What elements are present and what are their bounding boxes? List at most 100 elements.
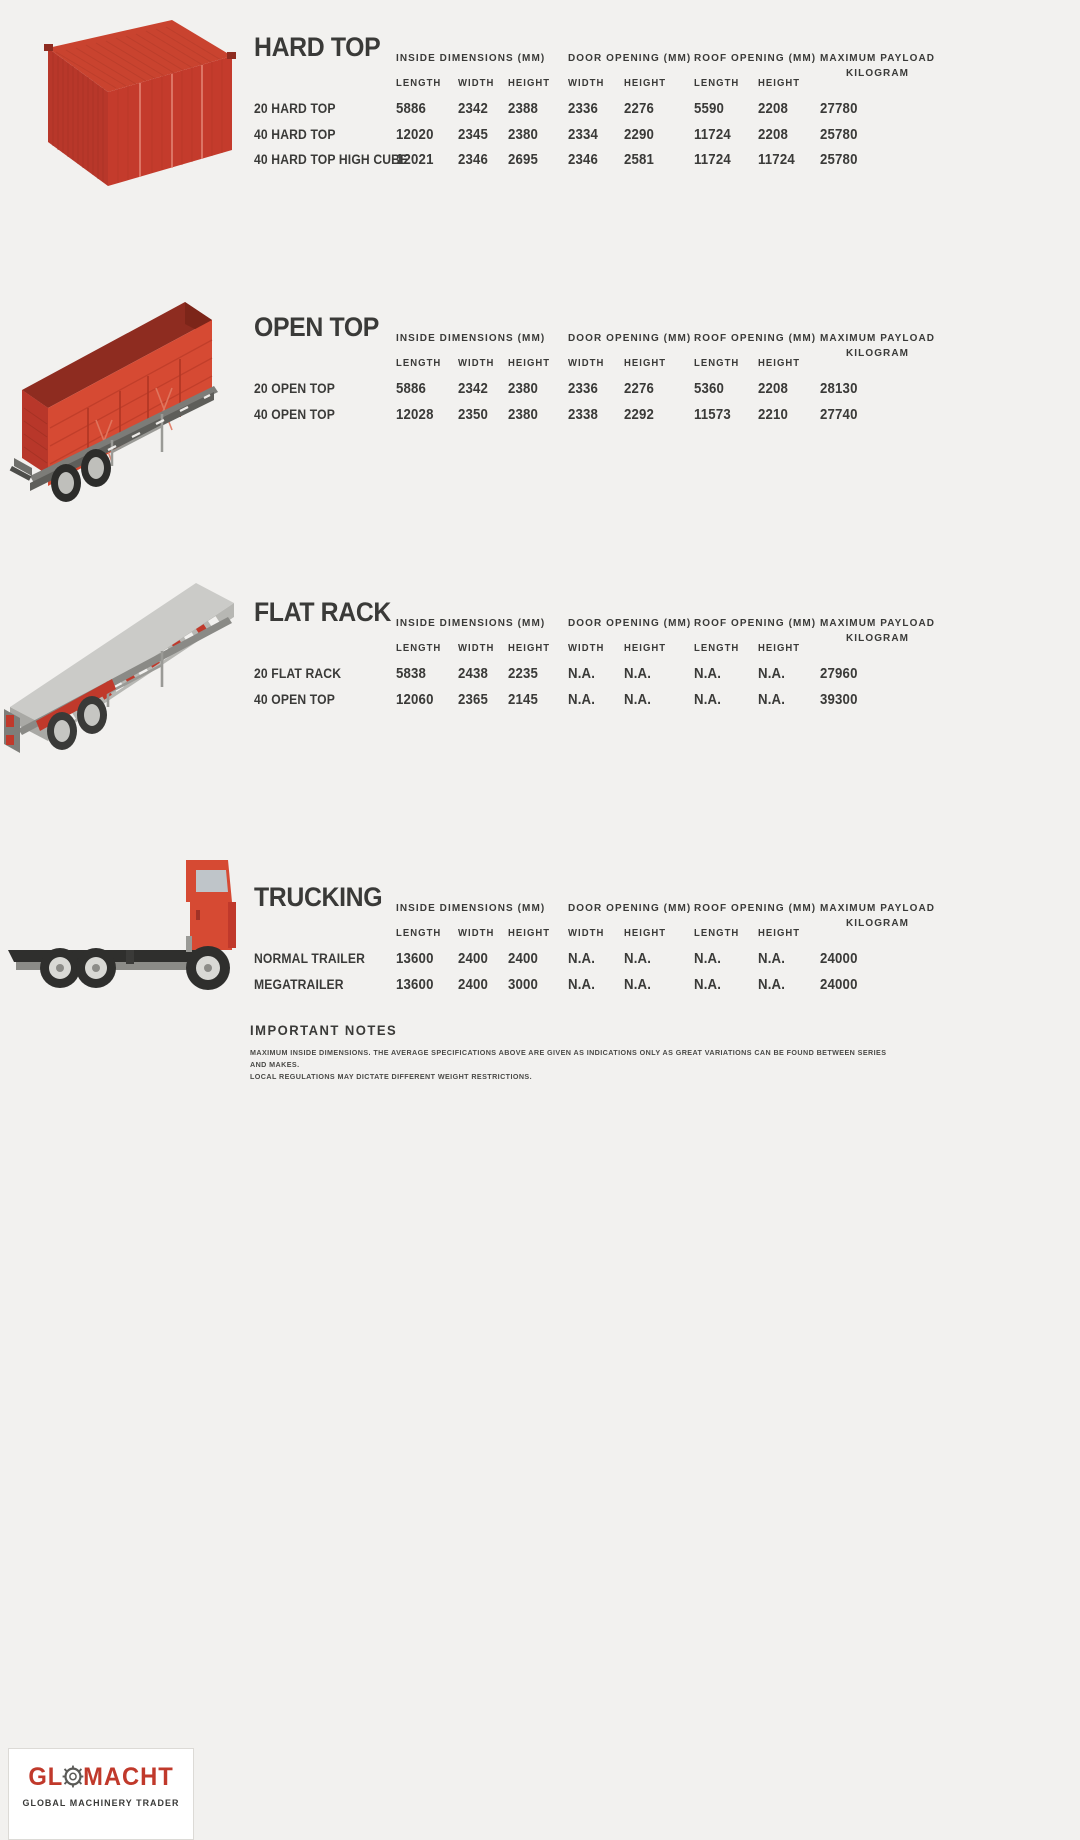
table-cell: N.A. — [758, 665, 786, 682]
table-cell: 2208 — [758, 125, 789, 143]
table-cell: N.A. — [758, 690, 786, 708]
table-cell: N.A. — [568, 975, 596, 993]
column-sub-header: WIDTH — [568, 643, 605, 654]
section-title-flatrack: FLAT RACK — [254, 597, 391, 627]
column-group-header: INSIDE DIMENSIONS (MM) — [396, 902, 546, 914]
table-cell: 27780 — [820, 100, 858, 117]
table-cell: 12021 — [396, 151, 434, 168]
table-cell: 2342 — [458, 380, 489, 397]
table-cell: N.A. — [568, 950, 596, 967]
table-cell: N.A. — [758, 975, 786, 993]
table-cell: 11724 — [694, 125, 731, 143]
column-group-header: INSIDE DIMENSIONS (MM) — [396, 52, 546, 64]
table-cell: N.A. — [568, 690, 596, 708]
hard-top-container-illustration — [0, 0, 250, 280]
table-cell: 5360 — [694, 380, 725, 397]
table-cell: 2292 — [624, 405, 655, 423]
logo-subtitle: GLOBAL MACHINERY TRADER — [22, 1797, 180, 1808]
table-cell: 13600 — [396, 950, 434, 967]
column-sub-header: HEIGHT — [758, 928, 801, 939]
table-cell: 2400 — [458, 950, 489, 967]
column-group-header: ROOF OPENING (MM) — [694, 332, 817, 344]
column-sub-header: WIDTH — [458, 643, 495, 654]
logo-text-part2: MACHT — [83, 1763, 174, 1791]
table-cell: 2208 — [758, 100, 789, 117]
table-cell: 2346 — [568, 151, 599, 168]
section-title-opentop: OPEN TOP — [254, 312, 379, 342]
table-row-label: 40 OPEN TOP — [254, 406, 335, 422]
table-cell: 2400 — [508, 950, 539, 967]
table-cell: 11724 — [694, 151, 731, 168]
column-sub-header: HEIGHT — [624, 78, 667, 89]
column-sub-header: LENGTH — [396, 928, 442, 939]
column-group-header: MAXIMUM PAYLOAD KILOGRAM — [820, 52, 936, 79]
table-cell: 2695 — [508, 151, 539, 168]
section-title-trucking: TRUCKING — [254, 882, 383, 912]
table-cell: 2350 — [458, 405, 489, 423]
table-cell: N.A. — [694, 950, 722, 967]
column-sub-header: WIDTH — [458, 928, 495, 939]
table-cell: 2345 — [458, 125, 489, 143]
table-row-label: 20 FLAT RACK — [254, 666, 342, 681]
table-cell: N.A. — [568, 665, 596, 682]
table-cell: 12060 — [396, 690, 434, 708]
notes-line-1: MAXIMUM INSIDE DIMENSIONS. THE AVERAGE S… — [250, 1048, 887, 1069]
gear-icon — [62, 1765, 84, 1795]
column-sub-header: HEIGHT — [758, 358, 801, 369]
open-top-trailer-illustration — [0, 280, 250, 565]
table-row-label: 40 HARD TOP — [254, 126, 336, 142]
column-group-header: DOOR OPENING (MM) — [568, 902, 692, 914]
column-sub-header: LENGTH — [694, 928, 740, 939]
column-sub-header: HEIGHT — [508, 358, 551, 369]
table-cell: 2438 — [458, 665, 489, 682]
table-cell: 2365 — [458, 690, 489, 708]
column-sub-header: HEIGHT — [624, 928, 667, 939]
table-cell: 2380 — [508, 125, 539, 143]
table-cell: 2388 — [508, 100, 539, 117]
column-sub-header: HEIGHT — [758, 78, 801, 89]
table-cell: N.A. — [624, 665, 652, 682]
notes-title: IMPORTANT NOTES — [250, 1022, 398, 1038]
table-cell: N.A. — [694, 665, 722, 682]
important-notes: IMPORTANT NOTES MAXIMUM INSIDE DIMENSION… — [250, 1022, 1070, 1083]
logo-text-part1: GL — [28, 1763, 64, 1791]
table-cell: 2581 — [624, 151, 655, 168]
flat-rack-table: FLAT RACK INSIDE DIMENSIONS (MM) DOOR OPEN… — [250, 565, 1080, 850]
table-cell: 2276 — [624, 100, 655, 117]
table-cell: 5886 — [396, 380, 427, 397]
table-cell: 5886 — [396, 100, 427, 117]
column-group-header: MAXIMUM PAYLOAD KILOGRAM — [820, 332, 936, 359]
table-cell: 2210 — [758, 405, 789, 423]
table-cell: 2338 — [568, 405, 599, 423]
table-cell: 2380 — [508, 380, 539, 397]
table-row-label: 40 OPEN TOP — [254, 691, 335, 707]
table-cell: 24000 — [820, 975, 858, 993]
table-cell: 27960 — [820, 665, 858, 682]
section-open-top: OPEN TOP INSIDE DIMENSIONS (MM) DOOR OPENI… — [0, 280, 1080, 565]
section-title-hardtop: HARD TOP — [254, 32, 381, 62]
table-cell: 13600 — [396, 975, 434, 993]
column-sub-header: HEIGHT — [508, 643, 551, 654]
box-truck-illustration — [0, 850, 250, 1010]
table-cell: N.A. — [624, 690, 652, 708]
table-cell: 2235 — [508, 665, 539, 682]
column-sub-header: LENGTH — [694, 358, 740, 369]
column-sub-header: HEIGHT — [508, 928, 551, 939]
table-cell: N.A. — [694, 975, 722, 993]
table-cell: 2336 — [568, 380, 599, 397]
table-cell: 2290 — [624, 125, 655, 143]
column-group-header: MAXIMUM PAYLOAD KILOGRAM — [820, 617, 936, 644]
table-cell: 11573 — [694, 405, 731, 423]
column-sub-header: HEIGHT — [508, 78, 551, 89]
table-row-label: 20 OPEN TOP — [254, 381, 335, 396]
column-sub-header: LENGTH — [396, 643, 442, 654]
table-cell: 28130 — [820, 380, 858, 397]
table-cell: 2336 — [568, 100, 599, 117]
table-cell: 39300 — [820, 690, 858, 708]
column-group-header: ROOF OPENING (MM) — [694, 617, 817, 629]
column-group-header: DOOR OPENING (MM) — [568, 332, 692, 344]
column-group-header: INSIDE DIMENSIONS (MM) — [396, 617, 546, 629]
table-cell: 12020 — [396, 125, 434, 143]
table-cell: N.A. — [694, 690, 722, 708]
